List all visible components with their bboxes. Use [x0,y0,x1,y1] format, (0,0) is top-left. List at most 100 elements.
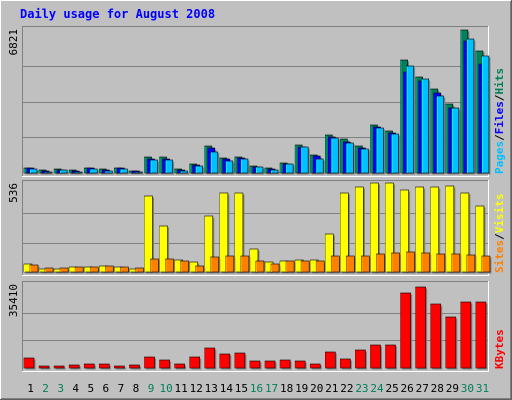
bar-sites [255,260,266,274]
bar-sites-fill [406,251,415,273]
bar-sites [346,255,356,274]
bar-sites-fill [315,260,325,273]
bar-sites [285,260,296,274]
bar-kbytes [400,292,413,370]
bar-kbytes-fill [355,349,366,369]
bar-sites [361,255,371,274]
bar-kbytes-fill [309,363,321,369]
day-label: 13 [205,382,218,395]
day-axis-labels: 1 2 3 4 5 6 7 8 9 10 11 12 13 14 15 16 17 18 19 20 21 22 23 24 2… [27,382,489,395]
bar-kbytes [53,365,66,370]
bar-kbytes [23,357,36,370]
bar-sites [466,254,477,274]
bar-visits [234,192,245,274]
bar-sites-fill [255,260,265,273]
bar-kbytes-fill [294,360,306,369]
bar-sites-fill [436,253,446,273]
bar-pages-fill [270,169,279,174]
bar-kbytes [189,356,202,370]
day-label: 28 [431,382,444,395]
bar-pages-fill [29,168,38,174]
bar-sites [180,260,191,274]
bar-kbytes-fill [219,353,231,369]
legend-entry: Hits [493,68,506,95]
bar-pages [105,170,114,175]
bar-pages-fill [330,137,339,174]
bar-pages-fill [285,163,294,174]
bar-pages [150,159,160,175]
bar-pages [165,159,175,175]
bar-pages-fill [391,133,399,174]
bar-pages-fill [59,169,68,174]
day-label: 23 [355,382,368,395]
bar-pages [300,146,310,175]
day-label: 16 [250,382,263,395]
bar-sites-fill [240,255,250,273]
legend-entry: Pages [493,141,506,174]
bar-sites-fill [421,252,430,273]
y-max-label: 6821 [7,29,20,56]
bar-pages-shadow [182,172,190,175]
legend-entry: / [493,94,506,101]
bar-kbytes [445,316,458,370]
bar-kbytes-fill [234,352,246,369]
bar-pages-fill [150,159,158,174]
bar-sites [195,265,206,274]
bar-kbytes-shadow [55,367,66,370]
bar-kbytes-shadow [40,367,51,370]
bar-sites-fill [225,255,235,273]
bar-pages [44,171,54,175]
bar-visits [144,195,155,274]
day-label: 5 [87,382,94,395]
bar-kbytes-fill [415,286,426,369]
bar-sites-fill [270,263,280,273]
series-sites [29,251,492,274]
bar-kbytes [309,363,322,370]
bar-sites-fill [330,255,340,273]
bar-pages [466,38,476,175]
bar-kbytes [68,364,81,370]
bar-sites [481,255,492,274]
bar-sites [165,258,176,274]
day-label: 21 [325,382,338,395]
bar-pages-fill [421,78,429,174]
bar-kbytes [219,353,232,370]
bar-kbytes-fill [445,316,457,369]
bar-sites-fill [451,253,461,273]
day-label: 26 [401,382,414,395]
bar-visits [370,182,380,274]
bar-kbytes-fill [53,365,65,369]
bar-sites [210,256,221,274]
bar-sites-fill [29,264,39,273]
legend: Pages/Files/Hits [493,68,506,174]
bar-sites [150,258,161,274]
bar-kbytes [430,303,443,370]
bar-kbytes [234,352,247,370]
bar-visits [385,182,396,274]
bar-visits [430,186,441,274]
bar-pages-fill [74,171,83,174]
day-label: 15 [235,382,248,395]
bar-visits [475,205,486,274]
bar-kbytes-fill [189,356,201,369]
day-label: 20 [310,382,323,395]
day-label: 3 [57,382,64,395]
bar-sites-fill [105,265,114,273]
bar-sites [330,255,341,274]
bar-pages-fill [165,159,173,174]
bar-pages-fill [315,158,324,174]
bar-kbytes [460,301,473,370]
bar-pages [210,151,220,175]
bar-pages-shadow [106,172,114,175]
bar-pages-fill [481,55,490,174]
legend-entry: / [493,134,506,141]
bar-kbytes-fill [475,301,487,369]
bar-kbytes-fill [249,360,261,369]
bar-kbytes-fill [159,359,170,369]
bar-pages-fill [240,158,249,174]
bar-kbytes [159,359,172,370]
bar-pages [270,169,280,175]
bar-sites-fill [300,260,310,273]
bar-pages-shadow [136,173,144,175]
bar-sites [391,252,402,274]
